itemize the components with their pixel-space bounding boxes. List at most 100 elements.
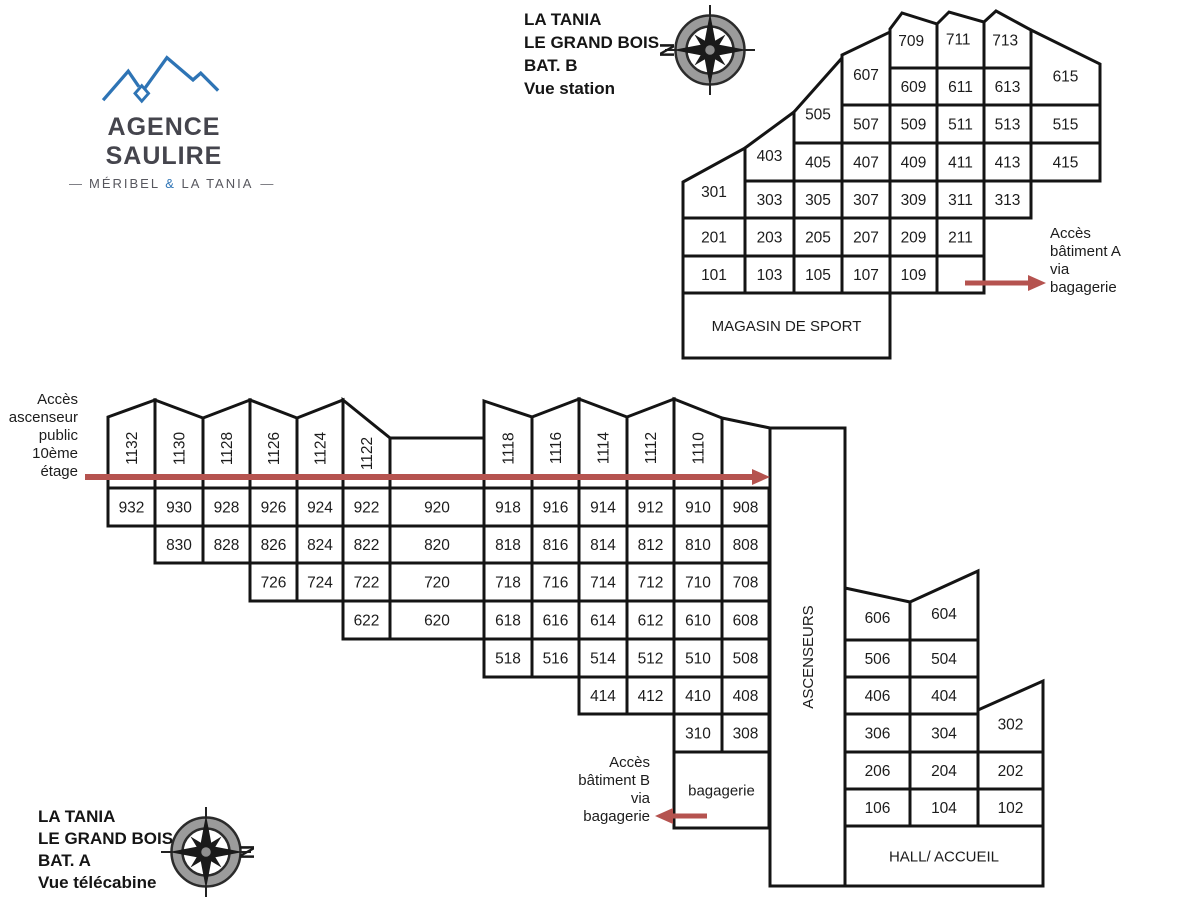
room-403-label: 403 xyxy=(757,148,783,165)
room-711-label: 711 xyxy=(946,31,971,48)
room-513 xyxy=(982,103,1033,145)
room-508-label: 508 xyxy=(733,651,759,668)
arrow-head xyxy=(655,808,673,824)
room-410-label: 410 xyxy=(685,688,711,705)
room-830-label: 830 xyxy=(166,537,192,554)
roof-section xyxy=(388,436,486,490)
room-1124-label: 1124 xyxy=(313,431,330,465)
room-307-label: 307 xyxy=(853,192,879,209)
room-1130-label: 1130 xyxy=(172,431,189,465)
room-309 xyxy=(888,179,939,220)
room-305-label: 305 xyxy=(805,192,831,209)
room-518-label: 518 xyxy=(495,651,521,668)
room-205 xyxy=(792,216,844,258)
room-606-label: 606 xyxy=(865,610,891,627)
room-512 xyxy=(625,637,676,679)
room-509-label: 509 xyxy=(901,117,927,134)
room-104-label: 104 xyxy=(931,800,957,817)
room-301-label: 301 xyxy=(701,184,727,201)
room-620-label: 620 xyxy=(424,613,450,630)
room-304-label: 304 xyxy=(931,726,957,743)
room-515 xyxy=(1029,103,1102,145)
room-724 xyxy=(295,561,345,603)
access-batiment-b-note: Accès bâtiment B via bagagerie xyxy=(450,754,650,826)
baggage-room-label: bagagerie xyxy=(688,783,755,800)
room-510-label: 510 xyxy=(685,651,711,668)
public-elevator-note: Accès ascenseur public 10ème étage xyxy=(0,391,78,481)
room-611-label: 611 xyxy=(948,79,973,96)
compass-a-icon: N xyxy=(161,807,259,897)
room-712-label: 712 xyxy=(638,575,664,592)
room-714-label: 714 xyxy=(590,575,616,592)
room-403 xyxy=(743,109,796,183)
room-622-label: 622 xyxy=(354,613,380,630)
room-513-label: 513 xyxy=(995,117,1021,134)
access-batiment-a-arrow xyxy=(965,275,1046,291)
room-926-label: 926 xyxy=(261,500,287,517)
public-elevator-arrow xyxy=(85,469,770,485)
room-614-label: 614 xyxy=(590,613,616,630)
room-713-label: 713 xyxy=(992,32,1018,49)
room-201-label: 201 xyxy=(701,230,727,247)
title-line: Vue station xyxy=(524,79,615,98)
room-908 xyxy=(720,486,771,528)
room-1132-label: 1132 xyxy=(124,432,141,465)
room-204-label: 204 xyxy=(931,763,957,780)
room-820 xyxy=(388,524,486,565)
room-1128-label: 1128 xyxy=(219,432,236,465)
note-line: bagagerie xyxy=(1050,279,1117,296)
tagline-dash-right: — xyxy=(260,176,274,191)
note-line: Accès xyxy=(609,754,650,771)
room-818-label: 818 xyxy=(495,537,521,554)
room-710-label: 710 xyxy=(685,575,711,592)
room-908-label: 908 xyxy=(733,500,759,517)
room-303 xyxy=(743,179,796,220)
shop-magasin-de-sport xyxy=(681,291,892,360)
room-409-label: 409 xyxy=(901,155,927,172)
room-207-label: 207 xyxy=(853,230,879,247)
room-516-label: 516 xyxy=(543,651,569,668)
note-line: via xyxy=(630,790,650,807)
tagline-meribel: MÉRIBEL xyxy=(89,176,160,191)
room-609-label: 609 xyxy=(901,79,927,96)
room-105-label: 105 xyxy=(805,267,831,284)
room-414 xyxy=(577,675,629,716)
room-609 xyxy=(888,66,939,107)
room-932-label: 932 xyxy=(119,500,145,517)
room-1126-label: 1126 xyxy=(266,432,283,465)
room-820-label: 820 xyxy=(424,537,450,554)
room-406-label: 406 xyxy=(865,688,891,705)
room-1118-label: 1118 xyxy=(501,432,518,464)
note-line: bâtiment A xyxy=(1050,243,1121,260)
room-709-label: 709 xyxy=(898,33,924,50)
logo-tagline: — MÉRIBEL & LA TANIA — xyxy=(62,176,273,191)
tagline-la-tania: LA TANIA xyxy=(181,176,254,191)
room-103-label: 103 xyxy=(757,267,783,284)
room-828-label: 828 xyxy=(214,537,240,554)
note-line: bâtiment B xyxy=(578,772,650,789)
title-line: BAT. B xyxy=(524,56,578,75)
room-814-label: 814 xyxy=(590,537,616,554)
hall-accueil xyxy=(843,824,1045,888)
arrow-head xyxy=(752,469,770,485)
room-708-label: 708 xyxy=(733,575,759,592)
compass-north-label: N xyxy=(237,845,259,859)
room-510 xyxy=(672,637,724,679)
room-620 xyxy=(388,599,486,641)
room-313-label: 313 xyxy=(995,192,1021,209)
room-914 xyxy=(577,486,629,528)
room-828 xyxy=(201,524,252,565)
room-303-label: 303 xyxy=(757,192,783,209)
room-211-label: 211 xyxy=(948,230,973,247)
note-line: ascenseur xyxy=(8,409,78,426)
building-a-east-wing-plan: 606 604 506 504 406 404 306 304 302 206 204 202 106 1… xyxy=(843,568,1045,888)
room-914-label: 914 xyxy=(590,500,616,517)
room-1116-label: 1116 xyxy=(548,432,565,464)
room-616-label: 616 xyxy=(543,613,569,630)
room-826 xyxy=(248,524,299,565)
shop-magasin-de-sport-label: MAGASIN DE SPORT xyxy=(712,318,862,335)
access-batiment-b-arrow xyxy=(655,808,707,824)
room-615-label: 615 xyxy=(1053,69,1079,86)
room-918-label: 918 xyxy=(495,500,521,517)
note-line: via xyxy=(1050,261,1070,278)
